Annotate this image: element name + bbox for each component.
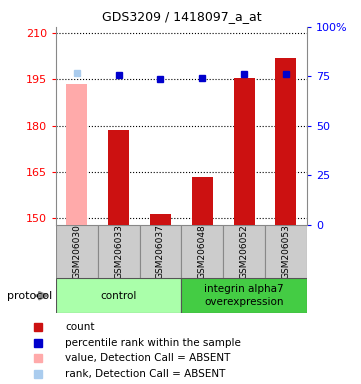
Bar [223,225,265,278]
Text: GSM206053: GSM206053 [282,224,291,279]
Text: GSM206033: GSM206033 [114,224,123,279]
Text: percentile rank within the sample: percentile rank within the sample [65,338,241,348]
Text: GSM206052: GSM206052 [240,224,249,279]
Bar [98,225,140,278]
Bar [56,225,98,278]
Text: integrin alpha7
overexpression: integrin alpha7 overexpression [204,285,284,307]
Bar [275,58,296,225]
Bar [66,84,87,225]
Text: count: count [65,322,95,332]
Text: GSM206037: GSM206037 [156,224,165,279]
Title: GDS3209 / 1418097_a_at: GDS3209 / 1418097_a_at [101,10,261,23]
Bar [56,278,181,313]
Text: rank, Detection Call = ABSENT: rank, Detection Call = ABSENT [65,369,225,379]
Text: GSM206048: GSM206048 [198,224,207,279]
Bar [140,225,181,278]
Bar [265,225,307,278]
Bar [181,278,307,313]
Text: protocol: protocol [7,291,52,301]
Text: value, Detection Call = ABSENT: value, Detection Call = ABSENT [65,353,230,363]
Text: GSM206030: GSM206030 [72,224,81,279]
Bar [108,131,129,225]
Bar [234,78,255,225]
Bar [192,177,213,225]
Text: control: control [100,291,137,301]
Bar [150,214,171,225]
Bar [181,225,223,278]
